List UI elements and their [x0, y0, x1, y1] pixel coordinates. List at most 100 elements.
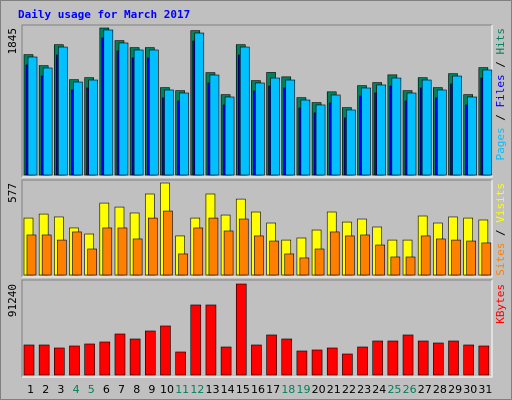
bar: [164, 89, 174, 176]
bar: [133, 49, 144, 176]
bar: [361, 87, 371, 176]
bar: [266, 334, 277, 376]
panel-edge: [21, 179, 492, 277]
bar: [421, 79, 432, 176]
y-tick-label: 1845: [6, 28, 19, 55]
bar: [117, 227, 128, 276]
legend: Sites / Visits: [494, 183, 507, 276]
panel-edge: [22, 280, 493, 378]
bar: [420, 235, 431, 276]
x-tick-label: 19: [296, 383, 310, 396]
x-tick-label: 11: [175, 383, 189, 396]
bar: [160, 325, 171, 376]
bar: [163, 210, 173, 276]
bar: [99, 341, 111, 376]
x-tick-label: 22: [342, 383, 356, 396]
bar: [238, 218, 249, 276]
panel-edge: [22, 180, 493, 278]
bar: [376, 84, 387, 176]
bar: [342, 353, 353, 376]
bar: [69, 345, 80, 376]
bar: [38, 344, 50, 376]
legend-entry: KBytes: [494, 284, 507, 324]
bar: [190, 304, 202, 376]
bar: [88, 79, 98, 176]
bar: [255, 82, 265, 176]
bar: [360, 234, 370, 276]
bar: [467, 96, 477, 176]
bar: [132, 238, 143, 276]
x-tick-label: 2: [42, 383, 49, 396]
bar: [102, 227, 113, 276]
bar: [315, 104, 326, 176]
bar: [42, 67, 53, 176]
x-tick-label: 24: [372, 383, 386, 396]
bar: [372, 340, 384, 376]
y-tick-label: 91240: [6, 284, 19, 317]
bar: [436, 238, 446, 276]
legend-separator: /: [494, 223, 507, 243]
x-tick-label: 20: [312, 383, 326, 396]
bar: [103, 29, 114, 176]
bar: [209, 74, 220, 176]
panel-edge: [21, 279, 492, 377]
bar: [448, 340, 459, 376]
legend-entry: Files: [494, 74, 507, 107]
bar: [314, 248, 325, 276]
bar: [405, 256, 416, 276]
x-tick-label: 8: [133, 383, 140, 396]
bar: [129, 338, 141, 376]
legend-entry: Sites: [494, 243, 507, 276]
bar: [27, 56, 38, 176]
x-tick-label: 6: [103, 383, 110, 396]
x-tick-label: 14: [221, 383, 235, 396]
x-tick-label: 18: [281, 383, 295, 396]
bar: [239, 46, 250, 176]
x-tick-label: 27: [418, 383, 432, 396]
bar: [451, 239, 461, 276]
bar: [357, 346, 368, 376]
bar: [57, 239, 67, 276]
legend: Pages / Files / Hits: [494, 28, 507, 161]
bar: [208, 217, 219, 276]
bar: [87, 248, 97, 276]
bar: [326, 347, 338, 376]
bar: [194, 32, 205, 176]
y-tick-label: 577: [6, 183, 19, 203]
bar: [178, 253, 188, 276]
x-tick-label: 23: [357, 383, 371, 396]
bar: [402, 334, 414, 376]
bar: [285, 79, 296, 176]
x-tick-label: 21: [327, 383, 341, 396]
bar: [114, 333, 126, 376]
bar: [84, 343, 95, 376]
bar: [330, 94, 341, 176]
bar: [482, 69, 493, 176]
bar: [390, 256, 401, 276]
bar: [144, 330, 156, 376]
panel-edge: [21, 24, 492, 177]
bar: [346, 109, 356, 176]
bar: [406, 92, 417, 176]
bar: [481, 242, 492, 276]
chart-title: Daily usage for March 2017: [18, 8, 190, 21]
legend-entry: Visits: [494, 183, 507, 223]
bar: [300, 99, 311, 176]
x-tick-label: 3: [57, 383, 64, 396]
legend-separator: /: [494, 55, 507, 75]
legend-entry: Pages: [494, 127, 507, 160]
bar: [58, 46, 68, 176]
x-tick-label: 28: [433, 383, 447, 396]
bar: [329, 231, 340, 276]
x-tick-label: 16: [251, 383, 265, 396]
x-tick-label: 13: [206, 383, 220, 396]
bar: [26, 234, 37, 276]
bar: [437, 89, 447, 176]
bar: [466, 240, 476, 276]
bar: [311, 349, 323, 376]
bar: [72, 231, 82, 276]
bar: [284, 253, 295, 276]
bar: [54, 347, 65, 376]
x-tick-label: 31: [478, 383, 492, 396]
bar: [375, 244, 386, 276]
